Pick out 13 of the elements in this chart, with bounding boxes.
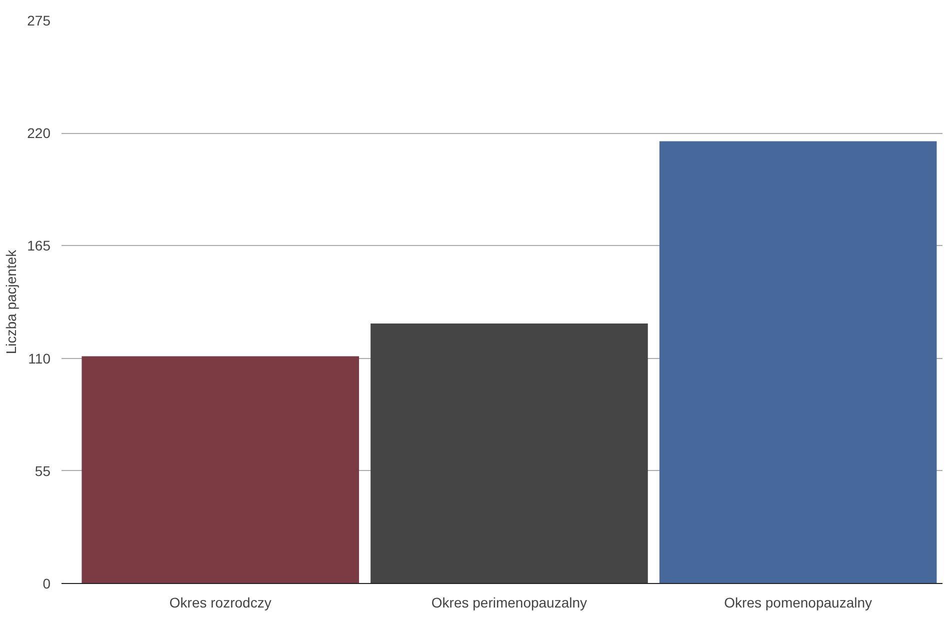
y-tick-label: 110 <box>28 350 51 366</box>
x-tick-label: Okres rozrodczy <box>169 594 272 610</box>
bar <box>659 141 937 584</box>
y-tick-label: 165 <box>27 238 51 254</box>
y-tick-label: 220 <box>27 125 51 142</box>
y-axis-title: Liczba pacjentek <box>3 248 20 354</box>
x-tick-label: Okres perimenopauzalny <box>431 594 588 610</box>
y-tick-label: 275 <box>27 12 51 28</box>
bar <box>82 356 360 584</box>
bar <box>370 323 648 584</box>
y-tick-label: 55 <box>34 462 51 479</box>
y-tick-label: 0 <box>42 576 51 592</box>
x-tick-label: Okres pomenopauzalny <box>724 594 872 610</box>
